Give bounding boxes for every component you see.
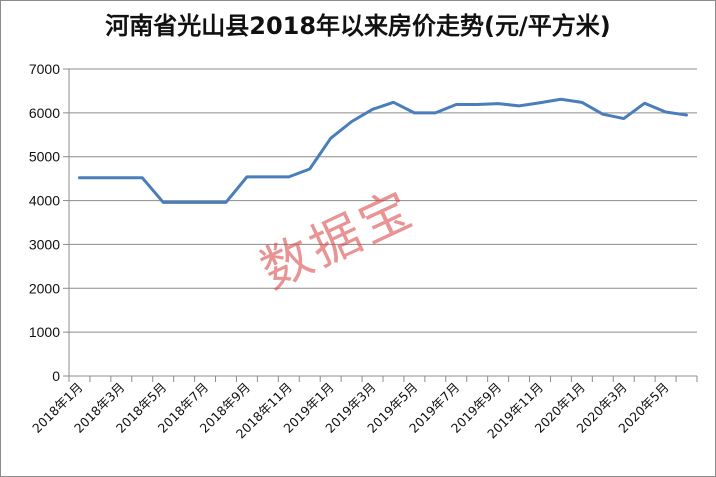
gridlines: [69, 68, 697, 333]
y-tick-label: 0: [52, 368, 60, 384]
y-tick-label: 5000: [29, 149, 60, 165]
x-tick-labels: 2018年1月2018年3月2018年5月2018年7月2018年9月2018年…: [29, 380, 672, 442]
y-tick-label: 3000: [29, 236, 60, 252]
y-tick-label: 4000: [29, 193, 60, 209]
y-tick-label: 2000: [29, 280, 60, 296]
y-tick-label: 6000: [29, 105, 60, 121]
y-tick-labels: 0 1000 2000 3000 4000 5000 6000 7000: [29, 61, 60, 384]
y-tick-label: 7000: [29, 61, 60, 77]
series: [77, 97, 689, 204]
series-line: [77, 97, 689, 204]
y-tick-label: 1000: [29, 324, 60, 340]
axes: [63, 68, 698, 382]
chart-title: 河南省光山县2018年以来房价走势(元/平方米): [105, 12, 611, 40]
